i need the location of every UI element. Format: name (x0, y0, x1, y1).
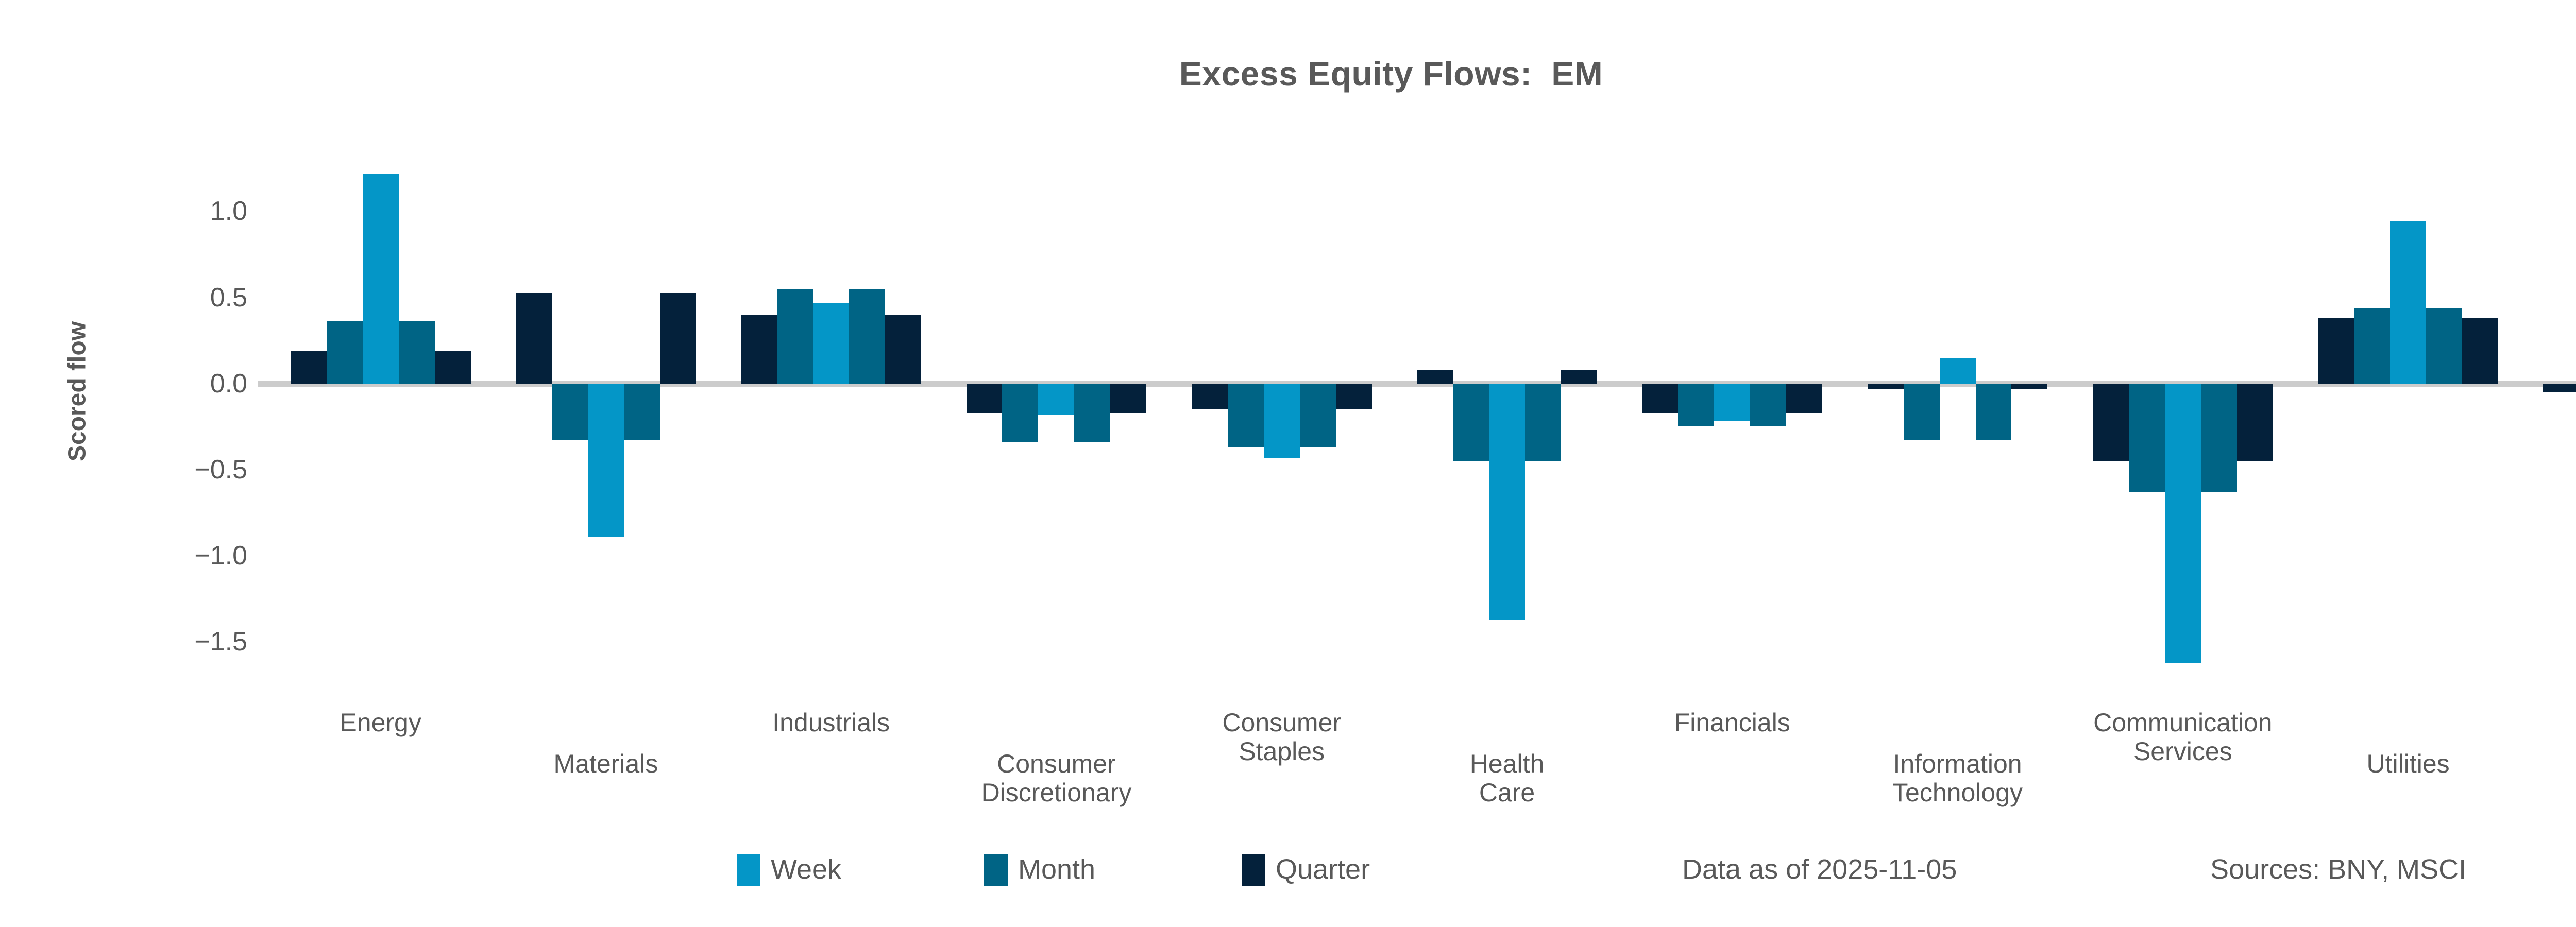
bar-quarter (290, 351, 327, 384)
bar-week (813, 302, 850, 384)
x-axis-category-label: Materials (553, 749, 658, 778)
bar-quarter (659, 292, 696, 384)
x-axis-category-label: Energy (340, 708, 421, 737)
bar-week (1263, 383, 1300, 458)
bar-quarter (434, 351, 471, 384)
bar-month (777, 288, 814, 384)
y-tick-label: −1.0 (194, 541, 247, 571)
bar-month (2200, 383, 2237, 492)
bar-week (1939, 357, 1976, 384)
bar-month (1903, 383, 1940, 441)
bar-month (1299, 383, 1336, 448)
bar-quarter (1191, 383, 1228, 409)
bar-group (2543, 160, 2576, 685)
legend-swatch-icon (737, 854, 760, 886)
bar-group (1417, 160, 1597, 685)
bar-month (1750, 383, 1787, 427)
bar-quarter (1417, 370, 1453, 384)
bar-month (1524, 383, 1561, 461)
bar-month (1453, 383, 1489, 461)
bar-quarter (1642, 383, 1679, 413)
bar-week (2390, 221, 2427, 384)
x-axis-category-label: Utilities (2366, 749, 2450, 778)
bar-week (362, 173, 399, 384)
bar-month (2128, 383, 2165, 492)
x-axis-category-label: Financials (1674, 708, 1790, 737)
bar-month (2354, 307, 2391, 384)
y-axis-title: Scored flow (63, 321, 91, 462)
page-title: Excess Equity Flows: EM (1179, 55, 1603, 93)
bar-week (2164, 383, 2201, 663)
bar-month (1002, 383, 1039, 442)
bar-month (1975, 383, 2012, 441)
bar-group (516, 160, 696, 685)
chart-footer: Data as of 2025-11-05 Sources: BNY, MSCI… (0, 852, 2576, 904)
legend-label: Quarter (1276, 854, 1370, 885)
bar-quarter (1786, 383, 1823, 413)
sources-note: Sources: BNY, MSCI (2210, 854, 2467, 885)
bar-month (551, 383, 588, 441)
plot-area (258, 160, 2576, 685)
bar-group (2092, 160, 2273, 685)
bar-group (1867, 160, 2048, 685)
bar-quarter (1335, 383, 1372, 409)
bar-month (849, 288, 886, 384)
x-axis-category-label: Information Technology (1892, 749, 2023, 807)
x-axis-category-label: Consumer Staples (1222, 708, 1342, 766)
data-as-of-note: Data as of 2025-11-05 (1682, 854, 1957, 885)
bar-week (1714, 383, 1751, 422)
bar-week (587, 383, 624, 537)
bar-week (1038, 383, 1075, 415)
bar-month (2426, 307, 2463, 384)
y-tick-label: −1.5 (194, 627, 247, 657)
x-axis-category-label: Communication Services (2093, 708, 2273, 766)
bar-group (741, 160, 922, 685)
legend-swatch-icon (1242, 854, 1265, 886)
bar-quarter (885, 314, 922, 384)
x-axis-category-label: Consumer Discretionary (981, 749, 1132, 807)
y-tick-label: 1.0 (210, 196, 247, 227)
y-tick-label: 0.0 (210, 368, 247, 399)
bar-quarter (1561, 370, 1597, 384)
bar-quarter (2543, 383, 2576, 392)
bar-group (290, 160, 471, 685)
bar-quarter (2011, 383, 2048, 389)
bar-group (1191, 160, 1372, 685)
bar-quarter (1110, 383, 1147, 413)
bar-month (1074, 383, 1111, 442)
bar-quarter (2318, 318, 2354, 384)
bar-group (2318, 160, 2498, 685)
legend-swatch-icon (984, 854, 1008, 886)
bar-quarter (966, 383, 1003, 413)
bar-group (1642, 160, 1823, 685)
bar-month (1678, 383, 1715, 427)
bar-group (966, 160, 1147, 685)
bar-month (1227, 383, 1264, 448)
x-axis-category-label: Health Care (1469, 749, 1545, 807)
bar-week (1489, 383, 1525, 620)
bar-quarter (2462, 318, 2498, 384)
legend-label: Week (771, 854, 842, 885)
y-tick-label: 0.5 (210, 282, 247, 313)
bar-quarter (516, 292, 552, 384)
y-tick-label: −0.5 (194, 454, 247, 485)
bar-quarter (741, 314, 777, 384)
bar-month (326, 321, 363, 384)
bar-month (623, 383, 660, 441)
x-axis-category-label: Industrials (772, 708, 890, 737)
bar-month (398, 321, 435, 384)
bar-quarter (2092, 383, 2129, 461)
bar-quarter (1867, 383, 1904, 389)
y-axis-ticks: 1.0 0.5 0.0 −0.5 −1.0 −1.5 (113, 160, 247, 685)
bar-quarter (2236, 383, 2273, 461)
legend-label: Month (1018, 854, 1096, 885)
